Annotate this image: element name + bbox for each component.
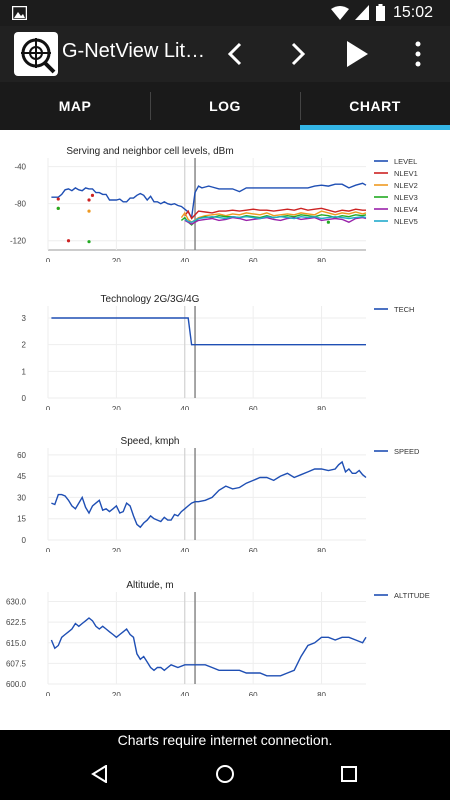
x-tick-label: 20 [112, 691, 121, 696]
series-point-nlev3 [326, 220, 330, 224]
tab-divider [150, 92, 151, 120]
y-tick-label: 2 [22, 341, 27, 350]
y-tick-label: 600.0 [6, 680, 27, 689]
charts-panel[interactable]: Serving and neighbor cell levels, dBm -40… [0, 130, 450, 730]
series-line-nlev5 [184, 215, 367, 223]
legend-label: LEVEL [394, 157, 417, 166]
legend-label: NLEV5 [394, 217, 418, 226]
x-tick-label: 60 [249, 547, 258, 552]
gallery-notification-icon [12, 6, 27, 20]
clock: 15:02 [393, 4, 434, 21]
y-tick-label: 60 [17, 451, 26, 460]
status-bar: 15:02 [0, 0, 450, 26]
y-tick-label: 0 [22, 394, 27, 403]
legend-label: NLEV2 [394, 181, 418, 190]
series-line-nlev2 [180, 210, 367, 224]
y-tick-label: 607.5 [6, 659, 27, 668]
y-tick-label: 622.5 [6, 618, 27, 627]
x-tick-label: 20 [112, 405, 121, 410]
next-button[interactable] [283, 40, 311, 68]
x-tick-label: 40 [180, 257, 189, 262]
app-logo-icon[interactable] [14, 32, 58, 76]
chart-altitude: Altitude, m 630.0 622.5 615.0 607.5 600.0 0 20 4… [6, 580, 430, 696]
series-point-nlev3 [56, 206, 60, 210]
tab-map[interactable]: MAP [58, 98, 92, 114]
home-icon[interactable] [215, 764, 235, 784]
legend-label: NLEV4 [394, 205, 418, 214]
x-tick-label: 40 [180, 547, 189, 552]
y-tick-label: -40 [14, 163, 26, 172]
series-line-level [51, 182, 367, 220]
x-tick-label: 80 [317, 405, 326, 410]
y-tick-label: 630.0 [6, 598, 27, 607]
x-tick-label: 80 [317, 257, 326, 262]
footer-message: Charts require internet connection. [0, 730, 450, 750]
y-tick-label: 1 [22, 367, 27, 376]
x-tick-label: 60 [249, 257, 258, 262]
x-tick-label: 20 [112, 547, 121, 552]
y-tick-label: 615.0 [6, 639, 27, 648]
chart-technology: Technology 2G/3G/4G 3 2 1 0 0 20 40 60 80 TECH [22, 294, 415, 410]
tab-bar: MAP LOG CHART [0, 82, 450, 130]
x-tick-label: 60 [249, 691, 258, 696]
legend-label: SPEED [394, 447, 420, 456]
chart-title: Speed, kmph [121, 436, 180, 447]
app-title: G-NetView Lit… [62, 40, 206, 62]
cell-signal-icon [355, 5, 369, 20]
series-point-nlev2 [87, 209, 91, 213]
y-tick-label: 0 [22, 536, 27, 545]
legend-label: NLEV1 [394, 169, 418, 178]
chart-speed: Speed, kmph 60 45 30 15 0 0 20 40 60 80 SPEED [17, 436, 420, 552]
legend-label: NLEV3 [394, 193, 418, 202]
x-tick-label: 20 [112, 257, 121, 262]
series-line-nlev4 [184, 216, 367, 225]
x-tick-label: 0 [46, 547, 51, 552]
x-tick-label: 80 [317, 547, 326, 552]
tab-divider [300, 92, 301, 120]
x-tick-label: 0 [46, 257, 51, 262]
y-tick-label: -120 [10, 237, 27, 246]
wifi-icon [331, 6, 349, 20]
tab-selected-indicator [300, 125, 450, 130]
series-line-nlev1 [184, 207, 366, 220]
y-tick-label: 45 [17, 472, 26, 481]
overflow-menu-icon[interactable] [413, 40, 423, 68]
x-tick-label: 80 [317, 691, 326, 696]
recents-icon[interactable] [341, 766, 357, 782]
app-bar: G-NetView Lit… [0, 26, 450, 82]
x-tick-label: 40 [180, 405, 189, 410]
y-tick-label: 15 [17, 515, 26, 524]
series-point-nlev1 [87, 198, 91, 202]
tab-chart[interactable]: CHART [349, 98, 401, 114]
play-button[interactable] [344, 39, 370, 69]
y-tick-label: -80 [14, 200, 26, 209]
series-line-tech [51, 317, 366, 346]
series-point-nlev3 [87, 240, 91, 244]
chart-title: Altitude, m [126, 580, 173, 591]
legend-label: ALTITUDE [394, 591, 430, 600]
series-point-nlev1 [90, 193, 95, 197]
series-line-speed [51, 460, 367, 529]
y-tick-label: 30 [17, 493, 26, 502]
series-point-nlev1 [56, 197, 60, 201]
navigation-bar [0, 750, 450, 800]
battery-icon [376, 4, 385, 21]
series-point-nlev1 [66, 239, 71, 243]
x-tick-label: 0 [46, 405, 51, 410]
series-line-altitude [50, 617, 367, 677]
chart-title: Technology 2G/3G/4G [101, 294, 200, 305]
back-icon[interactable] [91, 765, 109, 783]
legend-label: TECH [394, 305, 414, 314]
y-tick-label: 3 [22, 314, 27, 323]
x-tick-label: 0 [46, 691, 51, 696]
x-tick-label: 60 [249, 405, 258, 410]
x-tick-label: 40 [180, 691, 189, 696]
chart-cell-levels: Serving and neighbor cell levels, dBm -40… [10, 146, 418, 262]
chart-title: Serving and neighbor cell levels, dBm [66, 146, 233, 157]
tab-log[interactable]: LOG [209, 98, 241, 114]
previous-button[interactable] [222, 40, 250, 68]
